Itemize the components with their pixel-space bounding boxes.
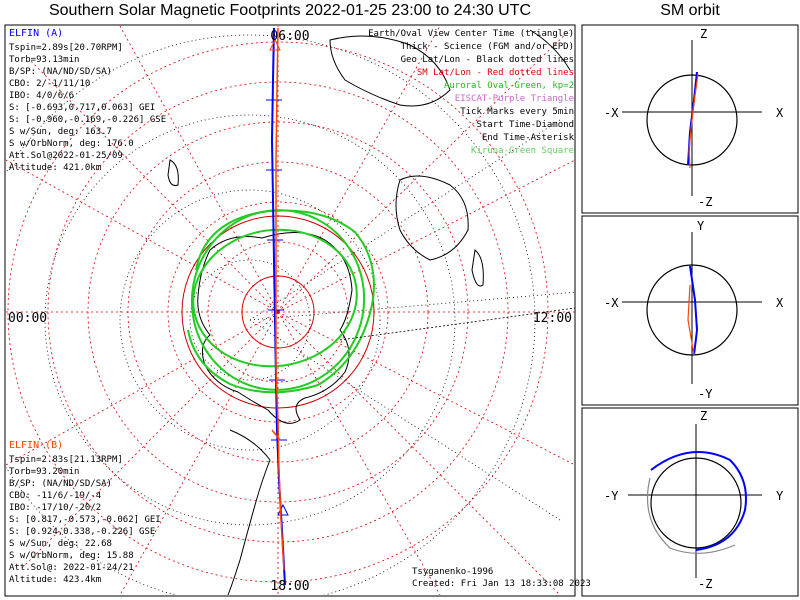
- sm-panel-xy-frame: [581, 215, 799, 406]
- sm-yz-right-label: Y: [776, 489, 784, 503]
- elfin-b-line: Tspin=2.83s[21.13RPM]: [9, 455, 123, 465]
- sm-panel-xy: Y -Y -X X: [604, 219, 784, 401]
- elfin-b-line: CBO: -11/6/-19/-4: [9, 491, 101, 501]
- elfin-a-line: S w/OrbNorm, deg: 176.0: [9, 139, 134, 149]
- elfin-b-line: S w/Sun, deg: 22.68: [9, 539, 112, 549]
- sm-xz-top-label: Z: [700, 27, 707, 41]
- elfin-a-name: ELFIN (A): [9, 28, 63, 39]
- elfin-a-line: S: [-0.960,-0.169,-0.226] GSE: [9, 115, 166, 125]
- geo-grid: [6, 34, 575, 595]
- elfin-b-line: Att.Sol@: 2022-01-24/21: [9, 563, 134, 573]
- madagascar-coast: [471, 249, 484, 287]
- antarctica-coast: [197, 231, 353, 424]
- hour-label-right: 12:00: [533, 311, 572, 326]
- sm-xy-left-label: -X: [604, 296, 619, 310]
- polar-map: [6, 26, 575, 595]
- legend-item: Earth/Oval View Center Time (triangle): [368, 29, 574, 39]
- sm-xy-top-label: Y: [697, 219, 705, 233]
- sm-panel-xz-frame: [581, 24, 799, 214]
- legend-item: SM Lat/Lon - Red dotted lines: [417, 68, 574, 78]
- page-title: Southern Solar Magnetic Footprints 2022-…: [48, 2, 532, 19]
- created-label: Created: Fri Jan 13 18:33:08 2023: [412, 579, 591, 589]
- auroral-oval: [187, 209, 375, 394]
- elfin-a-line: S w/Sun, deg: 163.7: [9, 127, 112, 137]
- legend-item: Geo Lat/Lon - Black dotted lines: [401, 55, 574, 65]
- elfin-b-line: Torb=93.20min: [9, 467, 79, 477]
- legend-item: Thick - Science (FGM and/or EPD): [401, 42, 574, 52]
- elfin-a-line: Altitude: 421.0km: [9, 163, 101, 173]
- model-label: Tsyganenko-1996: [412, 567, 493, 577]
- africa-coast: [395, 175, 469, 261]
- sm-panel-xz: Z -Z -X X: [604, 27, 784, 209]
- sm-xz-elfin-b-orbit: [688, 73, 699, 169]
- legend-item: End Time-Asterisk: [482, 133, 575, 143]
- elfin-b-line: B/SP: (NA/ND/SD/SA): [9, 479, 112, 489]
- sm-yz-left-label: -Y: [604, 489, 619, 503]
- elfin-b-track: [269, 27, 285, 571]
- elfin-b-line: IBO: -17/10/-20/2: [9, 503, 101, 513]
- sm-panel-yz: Z -Z -Y Y: [604, 409, 784, 591]
- elfin-a-line: IBO: 4/0/6/6: [9, 91, 74, 101]
- sm-xz-left-label: -X: [604, 106, 619, 120]
- sm-xy-right-label: X: [776, 296, 784, 310]
- sm-pole-circle: [241, 275, 315, 349]
- sm-panel-yz-frame: [581, 407, 799, 597]
- sm-xy-bottom-label: -Y: [698, 387, 713, 401]
- elfin-b-name: ELFIN (B): [9, 440, 63, 451]
- elfin-b-line: S: [0.924,0.338,-0.226] GSE: [9, 527, 155, 537]
- legend-item: Kiruna-Green Square: [471, 146, 574, 156]
- elfin-a-line: Tspin=2.89s[20.70RPM]: [9, 43, 123, 53]
- sm-yz-bottom-label: -Z: [698, 577, 712, 591]
- map-frame: [4, 24, 576, 597]
- elfin-b-line: S: [0.817,-0.573,-0.062] GEI: [9, 515, 161, 525]
- hour-label-bottom: 18:00: [270, 579, 309, 594]
- australia-coast: [329, 35, 451, 107]
- legend-item: Start Time-Diamond: [476, 120, 574, 130]
- elfin-a-line: CBO: 2/-1/11/10: [9, 79, 90, 89]
- coastlines: [167, 29, 571, 595]
- elfin-a-line: B/SP: (NA/ND/SD/SA): [9, 67, 112, 77]
- elfin-b-info: ELFIN (B) Tspin=2.83s[21.13RPM] Torb=93.…: [9, 440, 161, 585]
- new-zealand-coast: [167, 159, 179, 186]
- sm-orbit-title: SM orbit: [660, 2, 720, 19]
- sm-xz-bottom-label: -Z: [698, 195, 712, 209]
- elfin-a-line: S: [-0.693,0.717,0.063] GEI: [9, 103, 155, 113]
- legend-item: Tick Marks every 5min: [460, 107, 574, 117]
- sm-yz-top-label: Z: [700, 409, 707, 423]
- sm-xy-elfin-a-orbit: [689, 265, 699, 356]
- elfin-a-line: Torb=93.13min: [9, 55, 79, 65]
- view-center-line: [339, 307, 575, 341]
- indian-coast: [529, 29, 571, 71]
- sm-xy-elfin-b-orbit: [687, 284, 695, 356]
- elfin-a-line: Att.Sol@2022-01-25/09: [9, 151, 123, 161]
- sm-yz-elfin-a-orbit: [650, 451, 747, 551]
- elfin-b-line: Altitude: 423.4km: [9, 575, 101, 585]
- elfin-b-center-triangle: [269, 38, 281, 51]
- elfin-b-line: S w/OrbNorm, deg: 15.88: [9, 551, 134, 561]
- elfin-a-info: ELFIN (A) Tspin=2.89s[20.70RPM] Torb=93.…: [9, 28, 166, 173]
- elfin-a-center-triangle: [277, 503, 289, 516]
- hour-label-left: 00:00: [8, 311, 47, 326]
- legend-item: Auroral Oval-Green, kp=2: [444, 81, 574, 91]
- sm-xz-right-label: X: [776, 106, 784, 120]
- legend: Earth/Oval View Center Time (triangle) T…: [368, 29, 574, 156]
- legend-item: EISCAT-Purple Triangle: [455, 94, 574, 104]
- hour-label-top: 06:00: [270, 29, 309, 44]
- south-america-coast: [227, 429, 271, 595]
- sm-yz-elfin-b-orbit: [646, 477, 736, 554]
